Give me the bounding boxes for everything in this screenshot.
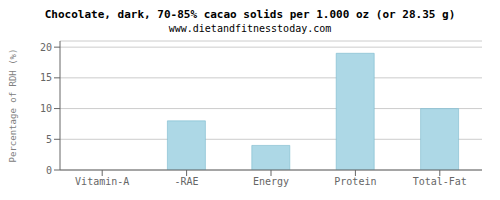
svg-text:0: 0 (46, 165, 52, 176)
svg-text:Protein: Protein (334, 176, 376, 187)
svg-text:5: 5 (46, 134, 52, 145)
svg-text:10: 10 (40, 103, 52, 114)
svg-text:Percentage of RDH (%): Percentage of RDH (%) (8, 49, 18, 163)
html-text:Chocolate, dark, 70-85% cacao: Chocolate, dark, 70-85% cacao solids per… (44, 8, 456, 21)
svg-text:20: 20 (40, 42, 52, 53)
svg-text:15: 15 (40, 72, 52, 83)
svg-text:Vitamin-A: Vitamin-A (75, 176, 129, 187)
svg-text:Energy: Energy (253, 176, 289, 187)
html-text:www.dietandfitnesstoday.com: www.dietandfitnesstoday.com (168, 23, 332, 34)
svg-text:-RAE: -RAE (175, 176, 199, 187)
svg-text:Total-Fat: Total-Fat (413, 176, 467, 187)
